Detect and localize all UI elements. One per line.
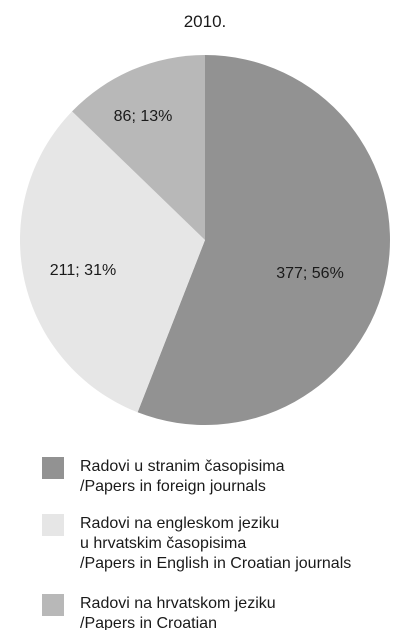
slice-data-label-2: 211; 31%: [50, 262, 116, 279]
slice-data-label-3: 86; 13%: [114, 108, 173, 125]
legend-label-3-line-2: /Papers in Croatian: [80, 615, 217, 630]
legend-label-3-line-1: Radovi na hrvatskom jeziku: [80, 595, 276, 612]
legend-swatch-2: [42, 514, 64, 536]
legend-label-2-line-1: Radovi na engleskom jeziku: [80, 515, 279, 532]
legend-swatch-3: [42, 594, 64, 616]
pie-slice-labels: 377; 56% 211; 31% 86; 13%: [50, 108, 344, 282]
legend-label-2-line-3: /Papers in English in Croatian journals: [80, 555, 351, 572]
pie-slice-3: [72, 55, 205, 240]
legend-label-2-line-2: u hrvatskim časopisima: [80, 535, 246, 552]
legend-label-1-line-2: /Papers in foreign journals: [80, 478, 266, 495]
pie-slice-2: [19, 111, 205, 413]
pie-slice-1: [137, 55, 390, 425]
legend-swatch-1: [42, 457, 64, 479]
chart-title: 2010.: [184, 12, 227, 31]
legend-label-1-line-1: Radovi u stranim časopisima: [80, 458, 285, 475]
legend: Radovi u stranim časopisima/Papers in fo…: [42, 457, 351, 630]
pie-slices: [19, 55, 390, 425]
slice-data-label-1: 377; 56%: [276, 265, 344, 282]
